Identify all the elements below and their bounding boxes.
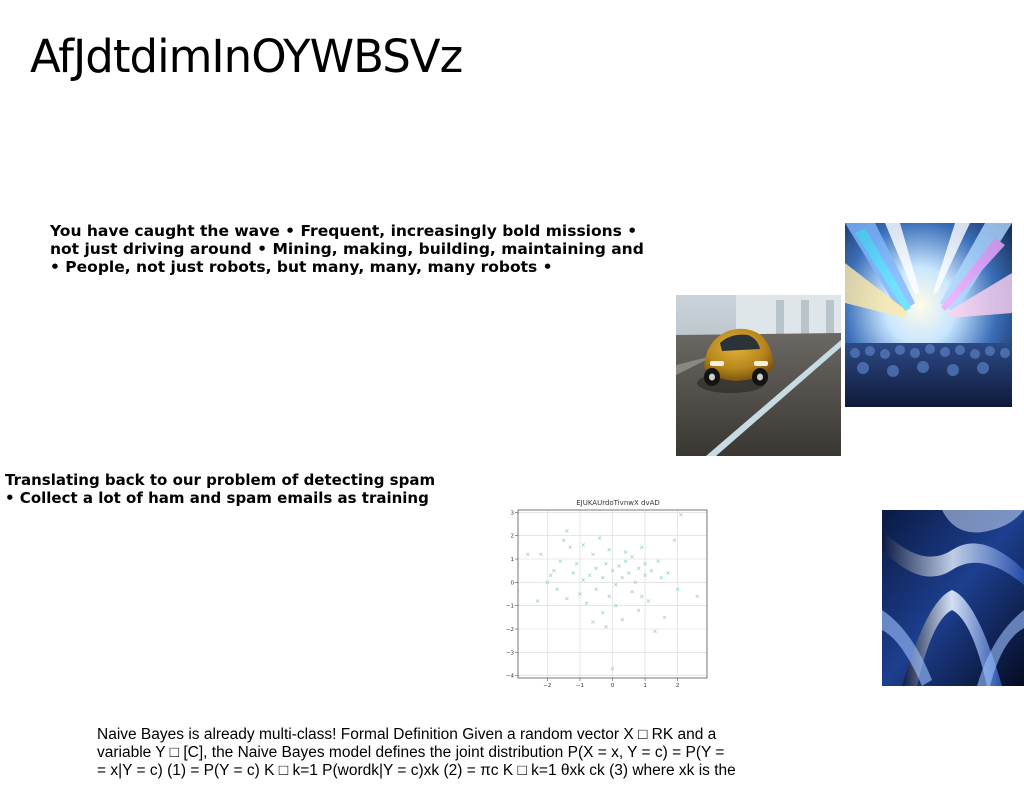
- chart-point: [594, 566, 599, 571]
- chart-point: [620, 575, 625, 580]
- chart-tick-label-x: 2: [676, 683, 680, 689]
- chart-tick-label-x: 0: [611, 683, 615, 689]
- chart-point: [646, 599, 651, 603]
- chart-point: [659, 575, 664, 580]
- chart-point: [613, 603, 618, 608]
- chart-point: [623, 559, 628, 564]
- chart-point: [639, 545, 644, 550]
- chart-point: [525, 552, 530, 557]
- chart-point: [604, 624, 608, 629]
- chart-point: [633, 580, 638, 585]
- chart-point: [649, 568, 654, 573]
- chart-point: [662, 615, 667, 620]
- chart-point: [591, 552, 595, 557]
- chart-point: [643, 561, 647, 566]
- chart-tick-label-y: 2: [511, 534, 515, 540]
- chart-point: [666, 571, 670, 575]
- chart-tick-label-x: −1: [576, 683, 584, 689]
- chart-point: [555, 587, 559, 592]
- chart-tick-label-y: 1: [511, 557, 515, 563]
- chart-tick-label-y: 0: [511, 580, 515, 586]
- chart-point: [538, 552, 543, 557]
- chart-point: [587, 573, 592, 578]
- paragraph-line: You have caught the wave • Frequent, inc…: [50, 222, 638, 240]
- abstract-chrome-image: [882, 510, 1024, 686]
- chart-point: [623, 550, 628, 554]
- paragraph-line: = x|Y = c) (1) = P(Y = c) K □ k=1 P(word…: [97, 762, 736, 779]
- chart-title: EJUKAUrdoTivnwX dvAD: [576, 499, 660, 507]
- chart-tick-label-y: 3: [511, 510, 515, 516]
- chart-point: [610, 568, 615, 573]
- chart-point: [574, 561, 579, 566]
- chart-point: [617, 564, 621, 568]
- chart-point: [653, 629, 657, 634]
- chart-tick-label-y: −3: [506, 650, 515, 656]
- chart-point: [568, 545, 572, 550]
- paragraph-line: Translating back to our problem of detec…: [5, 471, 436, 489]
- chart-point: [594, 587, 599, 592]
- chart-point: [643, 573, 647, 578]
- chart-point: [600, 575, 605, 580]
- chart-point: [545, 580, 550, 585]
- chart-point: [565, 529, 569, 533]
- chart-point: [675, 587, 680, 592]
- chart-tick-label-y: −2: [506, 627, 514, 633]
- paragraph-line: not just driving around • Mining, making…: [50, 240, 644, 258]
- chart-point: [551, 568, 556, 573]
- chart-point: [581, 543, 586, 547]
- chart-point: [626, 571, 631, 575]
- chart-point: [630, 554, 634, 559]
- chart-tick-label-x: −2: [543, 683, 551, 689]
- paragraph-line: • Collect a lot of ham and spam emails a…: [5, 489, 429, 507]
- chart-point: [548, 573, 553, 578]
- chart-point: [607, 547, 612, 552]
- chart-point: [591, 620, 595, 624]
- chart-point: [584, 601, 589, 606]
- chart-point: [672, 538, 677, 543]
- chart-point: [636, 608, 641, 613]
- chart-point: [600, 610, 605, 615]
- chart-point: [561, 538, 566, 543]
- chart-point: [630, 589, 634, 594]
- chart-point: [578, 592, 582, 596]
- chart-tick-label-x: 1: [643, 683, 647, 689]
- chart-point: [581, 578, 586, 582]
- car-photo: [676, 295, 841, 456]
- chart-point: [679, 512, 683, 517]
- paragraph-robots: You have caught the wave • Frequent, inc…: [50, 222, 644, 276]
- paragraph-line: • People, not just robots, but many, man…: [50, 258, 553, 276]
- paragraph-line: Naive Bayes is already multi-class! Form…: [97, 726, 717, 743]
- chart-point: [565, 596, 569, 601]
- chart-point: [597, 536, 602, 540]
- chart-point: [656, 559, 660, 564]
- chart-point: [558, 559, 563, 564]
- paragraph-naive-bayes: Naive Bayes is already multi-class! Form…: [97, 726, 736, 780]
- chart-point: [620, 617, 625, 622]
- paragraph-line: variable Y □ [C], the Naive Bayes model …: [97, 744, 725, 761]
- paragraph-spam: Translating back to our problem of detec…: [5, 471, 435, 507]
- chart-point: [604, 561, 608, 566]
- chart-point: [571, 571, 576, 575]
- chart-point: [636, 566, 641, 571]
- chart-point: [610, 666, 615, 671]
- scatter-chart: EJUKAUrdoTivnwX dvAD −2 −1 0 1 2 −4 −3 −2 −1 0 1 2 3: [506, 499, 708, 689]
- chart-tick-label-y: −1: [506, 604, 514, 610]
- chart-point: [535, 599, 540, 603]
- chart-point: [613, 582, 618, 587]
- slide-title: AfJdtdimInOYWBSVz: [30, 30, 463, 83]
- chart-point: [607, 594, 612, 599]
- city-crowd-photo: [845, 223, 1012, 407]
- chart-tick-label-y: −4: [506, 674, 515, 680]
- chart-point: [639, 594, 644, 599]
- chart-point: [695, 594, 700, 599]
